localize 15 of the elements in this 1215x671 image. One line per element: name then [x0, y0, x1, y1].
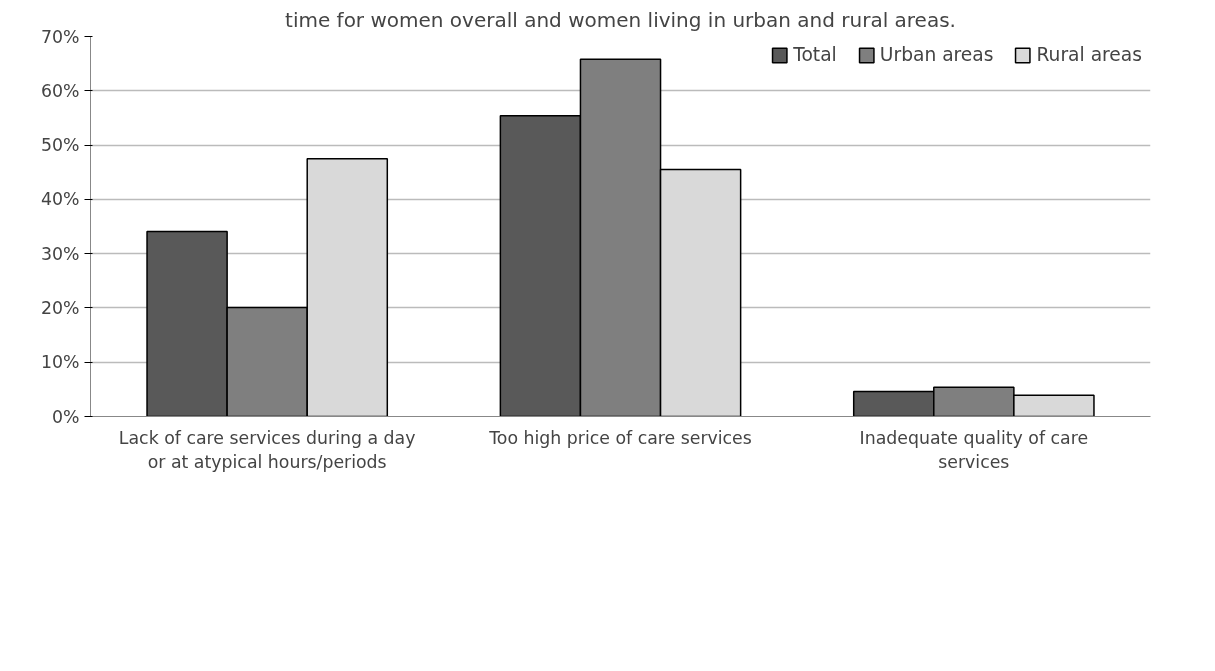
x-tick-label: Inadequate quality of care services: [859, 427, 1089, 472]
y-tick-label: 70%: [40, 26, 80, 47]
chart-title: time for women overall and women living in urban and rural areas.: [285, 7, 956, 32]
x-tick-label: Too high price of care services: [488, 427, 752, 448]
x-tick-label: Lack of care services during a day or at atypical hours/periods: [118, 427, 416, 472]
legend-label: Urban areas: [879, 44, 994, 65]
y-tick-label: 30%: [40, 243, 80, 264]
legend-label: Rural areas: [1036, 44, 1142, 65]
y-tick-label: 60%: [40, 80, 80, 101]
legend-label: Total: [793, 44, 837, 65]
y-tick-label: 20%: [40, 297, 80, 318]
y-tick-label: 10%: [40, 352, 80, 373]
y-tick-label: 0%: [52, 406, 80, 427]
y-tick-label: 50%: [40, 135, 80, 156]
y-tick-label: 40%: [40, 189, 80, 210]
